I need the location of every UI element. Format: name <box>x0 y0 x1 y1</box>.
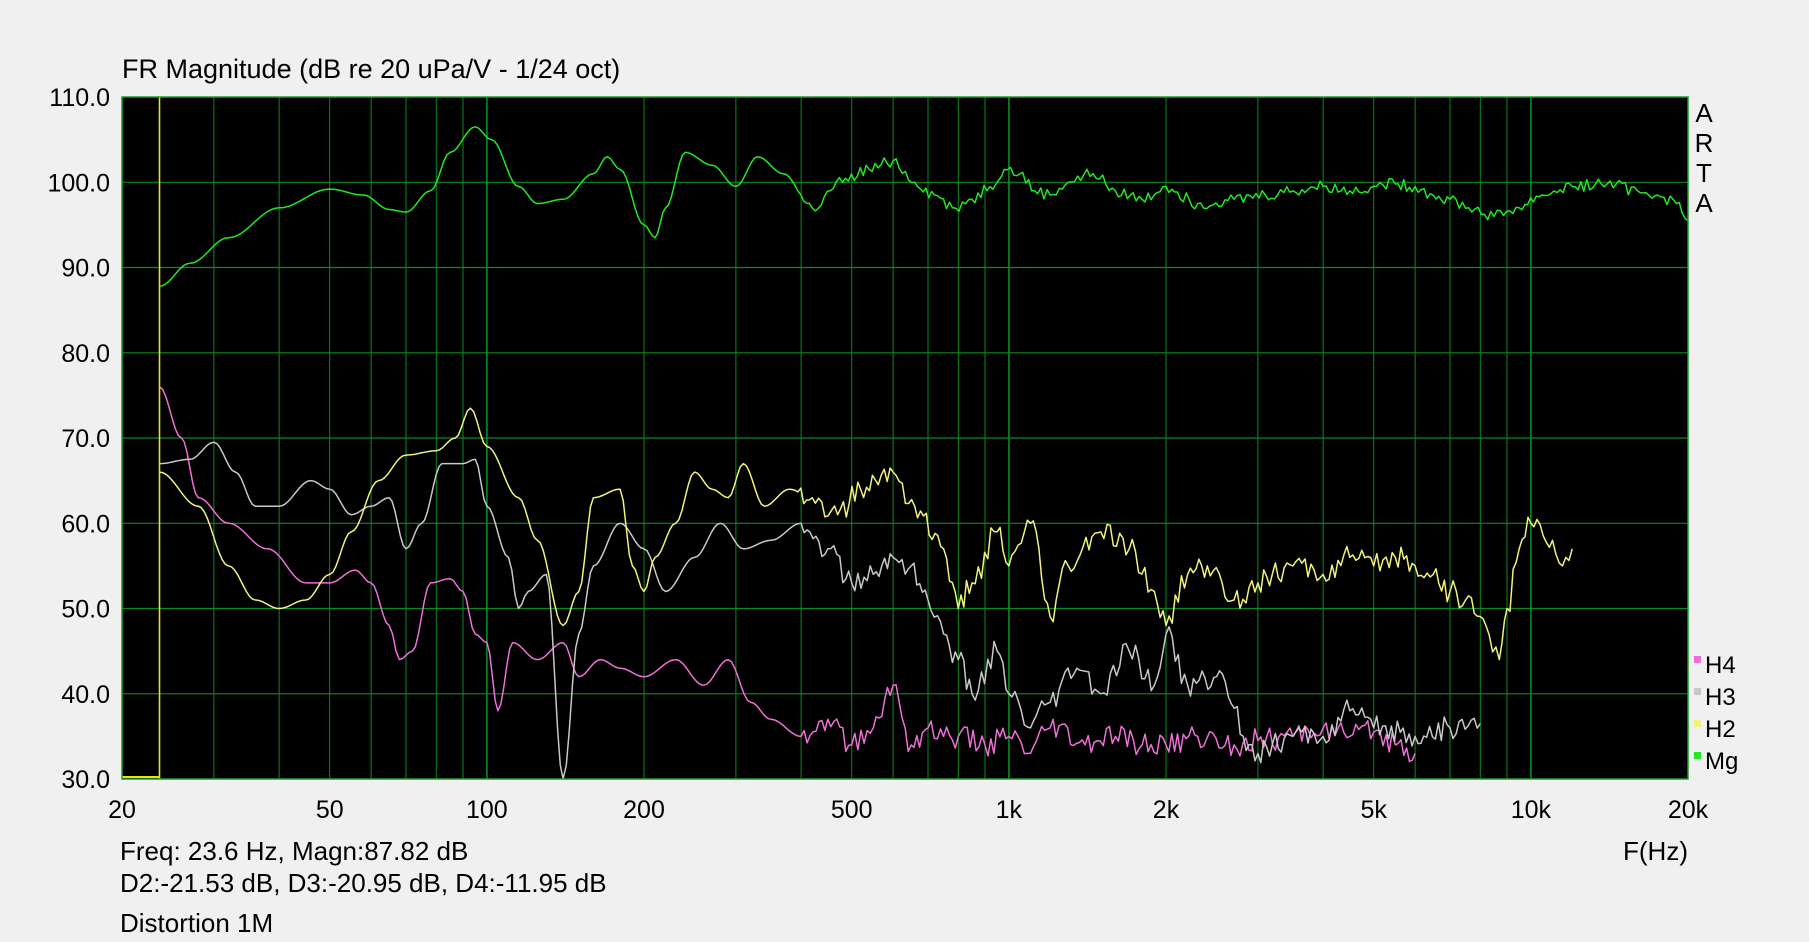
x-tick-label: 20k <box>1668 796 1709 824</box>
legend-label-h4: H4 <box>1705 652 1736 679</box>
legend-swatch-h3 <box>1694 687 1701 695</box>
cursor-readout: Freq: 23.6 Hz, Magn:87.82 dB <box>120 836 469 866</box>
x-tick-label: 200 <box>623 796 665 824</box>
brand-letter: A <box>1695 188 1713 218</box>
x-tick-label: 100 <box>466 796 508 824</box>
series-line-h4 <box>159 386 1416 763</box>
legend-swatch-h4 <box>1694 655 1701 663</box>
legend-swatch-h2 <box>1694 719 1701 727</box>
x-tick-label: 5k <box>1361 796 1388 824</box>
y-tick-label: 70.0 <box>61 425 110 453</box>
legend-item-h4[interactable]: H4 <box>1694 650 1738 682</box>
legend-label-mg: Mg <box>1705 748 1739 775</box>
x-tick-labels: 20 50 100 200 500 1k 2k 5k 10k 20k <box>108 796 1709 824</box>
series-lines <box>159 126 1689 780</box>
series-line-mg <box>159 126 1689 288</box>
series-line-h2 <box>159 407 1573 661</box>
x-tick-label: 50 <box>316 796 344 824</box>
legend-item-h2[interactable]: H2 <box>1694 714 1738 746</box>
y-tick-label: 110.0 <box>49 84 110 112</box>
x-tick-label: 1k <box>996 796 1023 824</box>
brand-letter: A <box>1695 98 1713 128</box>
plot-frame <box>121 96 1689 780</box>
brand-letter: T <box>1696 158 1712 188</box>
y-tick-label: 90.0 <box>61 255 110 283</box>
series-line-h3 <box>159 441 1481 780</box>
legend-item-h3[interactable]: H3 <box>1694 682 1738 714</box>
legend-label-h3: H3 <box>1705 684 1736 711</box>
x-tick-label: 500 <box>831 796 873 824</box>
grid <box>122 97 1688 779</box>
y-tick-label: 30.0 <box>61 766 110 794</box>
x-tick-label: 20 <box>108 796 136 824</box>
cursor[interactable] <box>122 97 161 779</box>
measurement-name: Distortion 1M <box>120 908 274 938</box>
y-tick-label: 80.0 <box>61 340 110 368</box>
brand-letter: R <box>1694 128 1714 158</box>
legend-label-h2: H2 <box>1705 716 1736 743</box>
legend: H4 H3 H2 Mg <box>1694 650 1738 778</box>
y-tick-label: 100.0 <box>47 169 110 197</box>
y-tick-labels: 30.0 40.0 50.0 60.0 70.0 80.0 90.0 100.0 110.0 <box>47 84 110 794</box>
chart-title: FR Magnitude (dB re 20 uPa/V - 1/24 oct) <box>122 54 621 84</box>
y-tick-label: 60.0 <box>61 510 110 538</box>
legend-swatch-mg <box>1694 751 1701 759</box>
brand-vertical: A R T A <box>1692 98 1716 218</box>
x-axis-label: F(Hz) <box>1623 836 1688 866</box>
legend-item-mg[interactable]: Mg <box>1694 746 1738 778</box>
distortion-readout: D2:-21.53 dB, D3:-20.95 dB, D4:-11.95 dB <box>120 868 607 898</box>
x-tick-label: 10k <box>1511 796 1552 824</box>
x-tick-label: 2k <box>1153 796 1180 824</box>
y-tick-label: 50.0 <box>61 596 110 624</box>
y-tick-label: 40.0 <box>61 681 110 709</box>
